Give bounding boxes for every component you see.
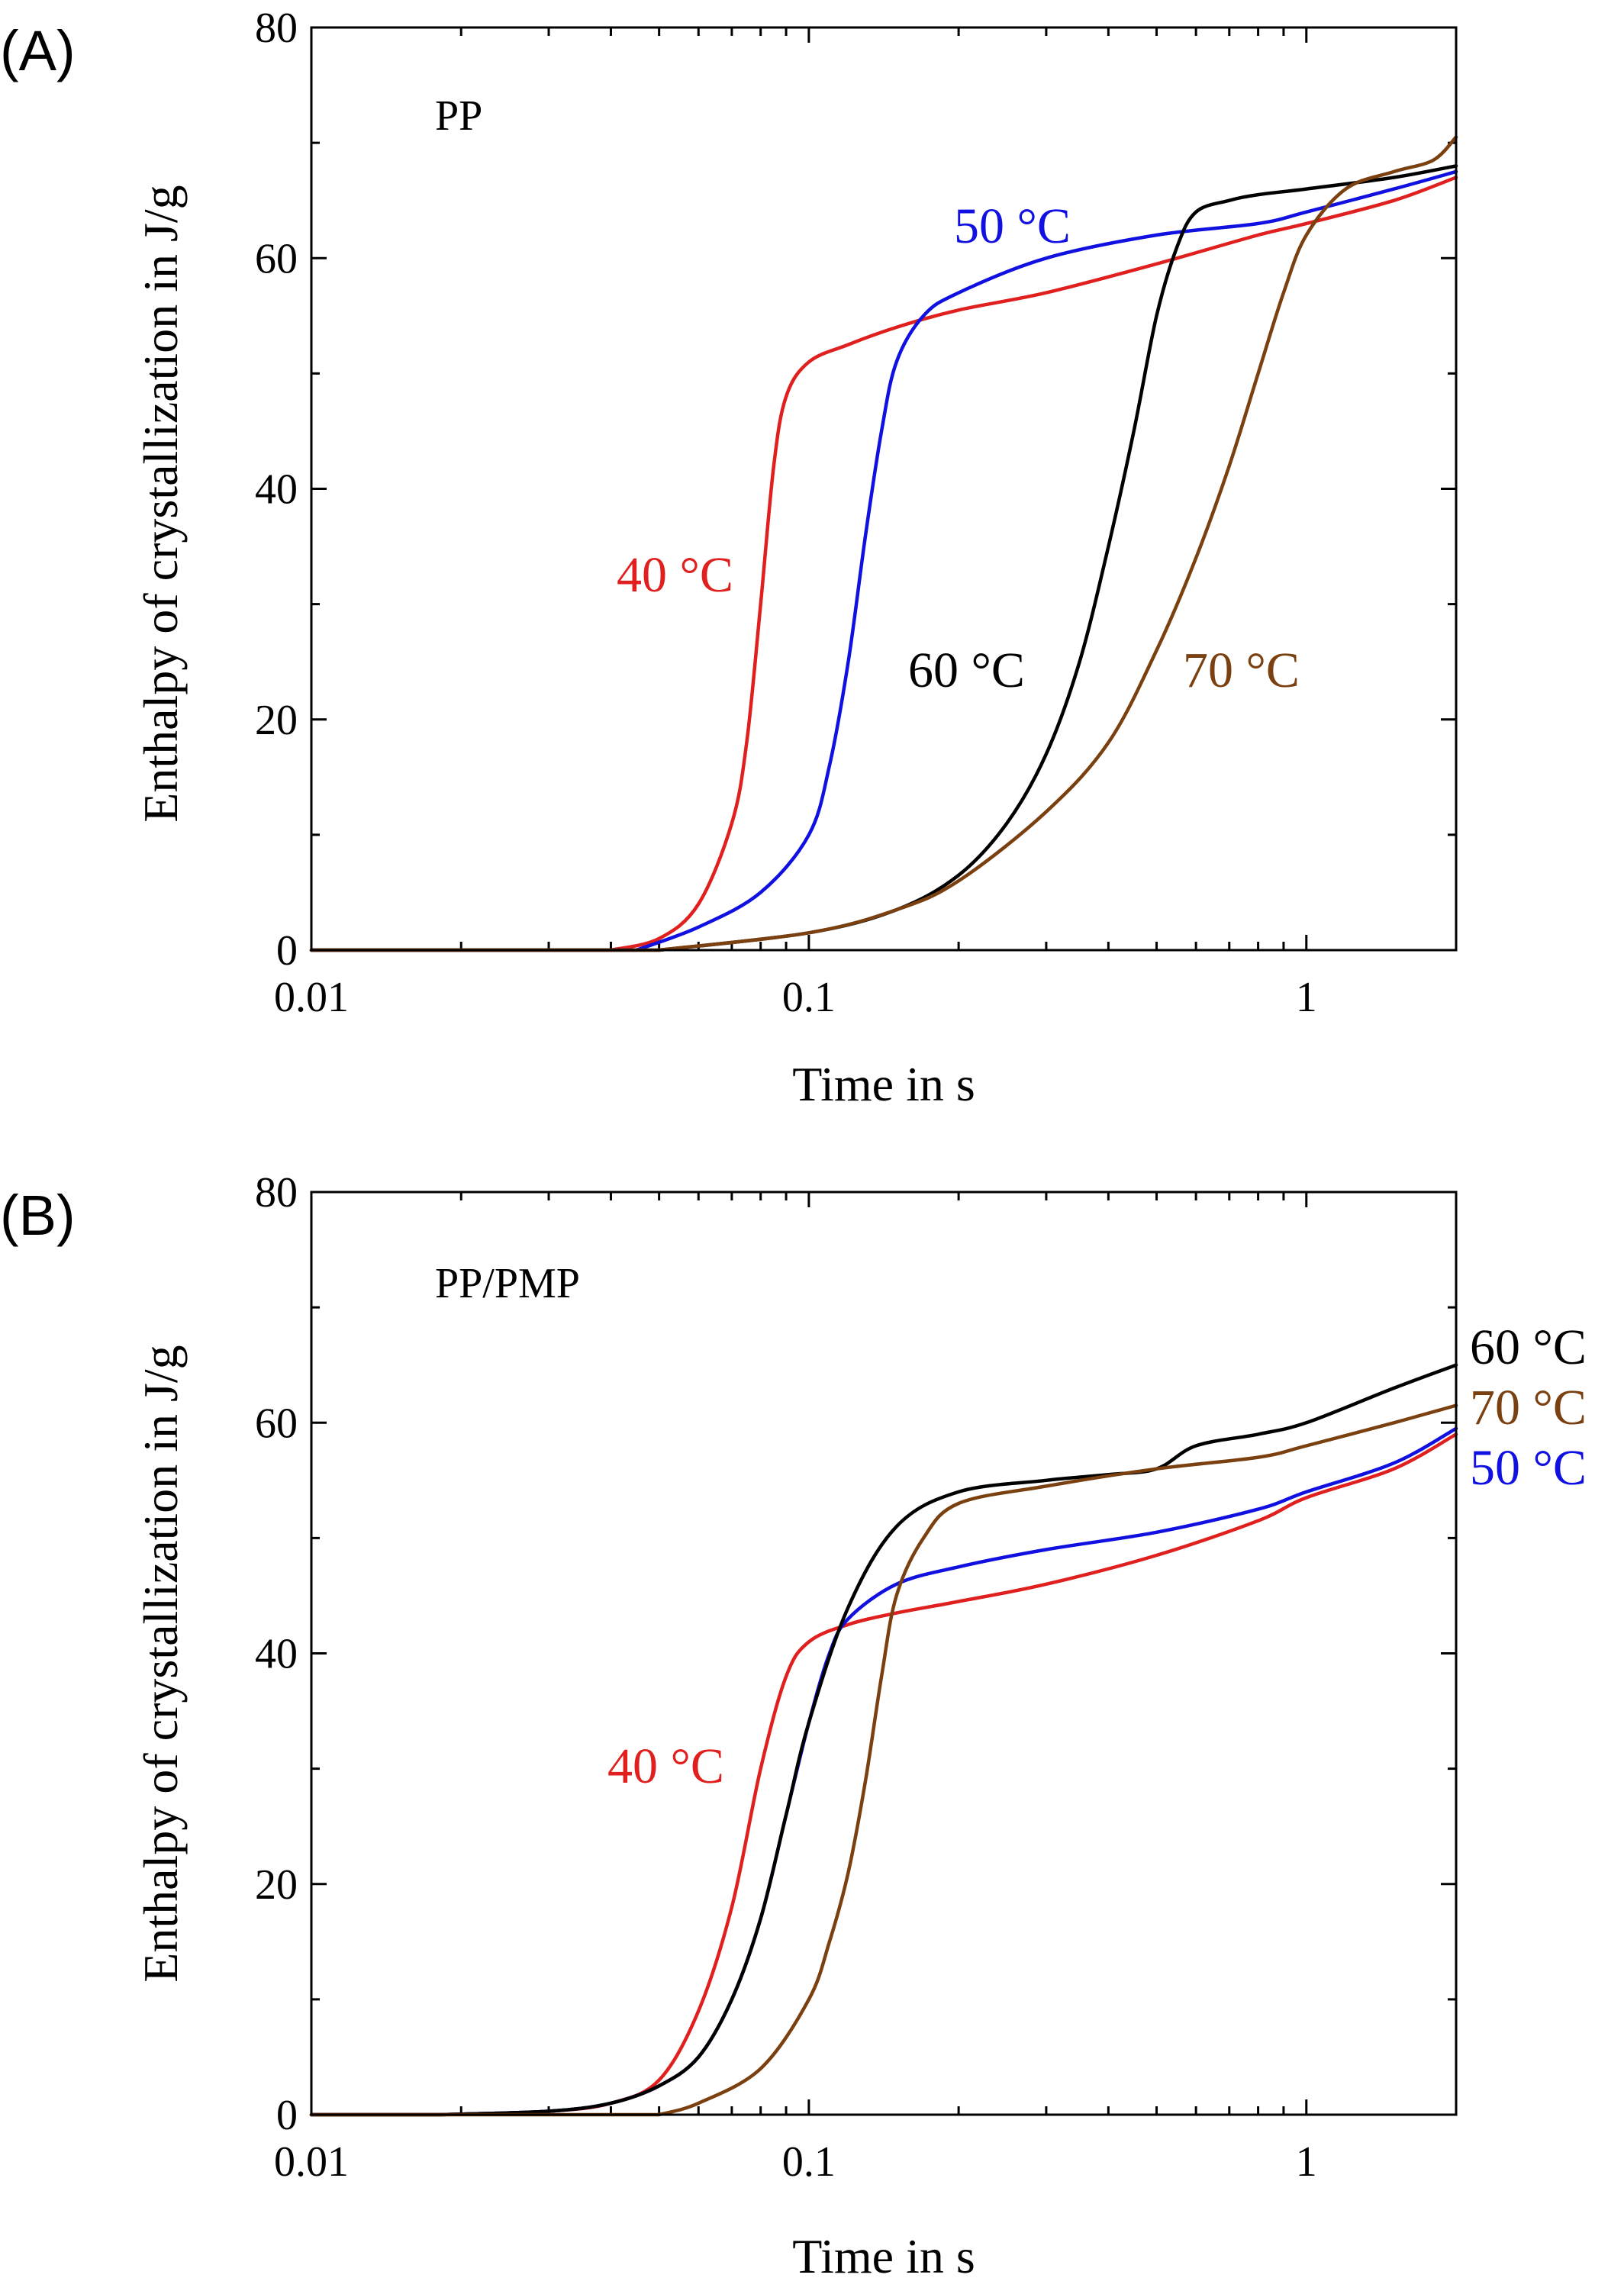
y-tick-label: 80: [255, 5, 298, 52]
panel-a-x-axis-title: Time in s: [792, 1057, 975, 1111]
panel-a-label-70c: 70 °C: [1183, 643, 1300, 698]
panel-b-plot-frame: [310, 1191, 1458, 2116]
panel-b-ticks: 0 20 40 60 80 0.01 0.1 1: [255, 1169, 1456, 2186]
x-tick-label: 1: [1296, 2138, 1317, 2186]
panel-a: (A) PP Enthalpy of crystallization in J/…: [0, 5, 1458, 1111]
panel-a-label-50c: 50 °C: [954, 198, 1071, 254]
y-tick-label: 20: [255, 1861, 298, 1909]
panel-a-curves: [309, 135, 1458, 952]
panel-a-label-40c: 40 °C: [617, 547, 733, 603]
y-tick-label: 40: [255, 1631, 298, 1678]
panel-b-series-50c-line: [309, 1426, 1458, 2117]
panel-b-curves: [309, 1363, 1458, 2117]
panel-b-series-60c-line: [309, 1363, 1458, 2117]
x-tick-label: 0.1: [782, 974, 836, 1021]
panel-a-label-60c: 60 °C: [908, 643, 1025, 698]
panel-a-plot-frame: [310, 26, 1458, 952]
panel-b: (B) PP/PMP Enthalpy of crystallization i…: [0, 1169, 1587, 2278]
panel-b-label-60c: 60 °C: [1470, 1319, 1587, 1375]
x-tick-label: 1: [1296, 974, 1317, 1021]
y-tick-label: 20: [255, 697, 298, 744]
panel-b-series-70c-line: [309, 1403, 1458, 2117]
panel-a-y-axis-title: Enthalpy of crystallization in J/g: [134, 185, 188, 822]
panel-a-ticks: 0 20 40 60 80 0.01 0.1 1: [255, 5, 1456, 1021]
panel-a-annotation: PP: [435, 92, 482, 140]
y-tick-label: 0: [276, 927, 298, 975]
panel-a-series-70c-line: [309, 135, 1458, 952]
panel-b-series-40c-line: [309, 1432, 1458, 2117]
panel-a-label: (A): [0, 19, 76, 82]
panel-b-label-70c: 70 °C: [1470, 1380, 1587, 1435]
y-tick-label: 60: [255, 235, 298, 282]
panel-b-label-40c: 40 °C: [607, 1738, 724, 1794]
y-tick-label: 60: [255, 1400, 298, 1447]
panel-b-label: (B): [0, 1184, 76, 1247]
y-tick-label: 0: [276, 2092, 298, 2139]
panel-b-annotation: PP/PMP: [435, 1260, 580, 1307]
panel-a-series-40c-line: [309, 176, 1458, 952]
y-tick-label: 40: [255, 466, 298, 514]
panel-a-series-60c-line: [309, 164, 1458, 952]
x-tick-label: 0.01: [274, 2138, 349, 2186]
panel-a-series-50c-line: [309, 169, 1458, 952]
panel-b-label-50c: 50 °C: [1470, 1440, 1587, 1496]
x-tick-label: 0.1: [782, 2138, 836, 2186]
x-tick-label: 0.01: [274, 974, 349, 1021]
panel-b-x-axis-title: Time in s: [792, 2229, 975, 2278]
panel-b-y-axis-title: Enthalpy of crystallization in J/g: [134, 1345, 188, 1982]
y-tick-label: 80: [255, 1169, 298, 1216]
